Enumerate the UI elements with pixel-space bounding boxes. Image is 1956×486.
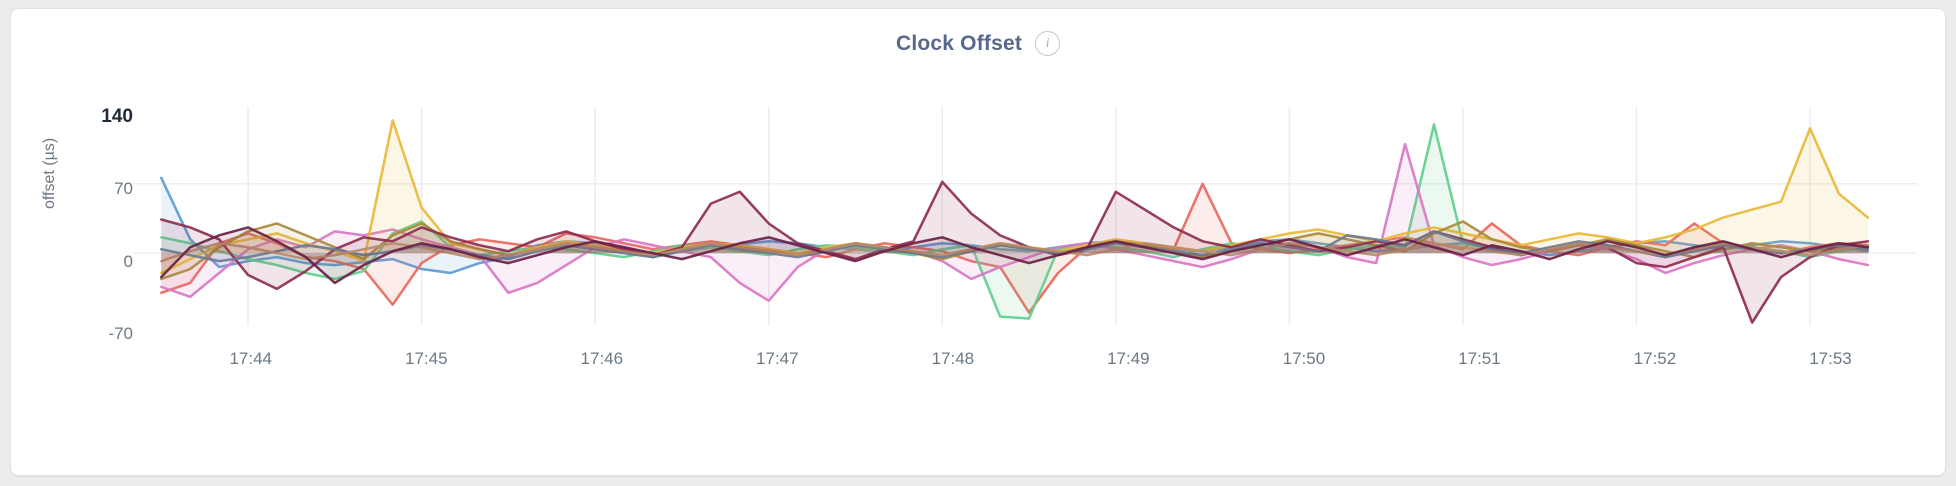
- clock-offset-card: Clock Offset i offset (µs) 140 70 0 -70 17:…: [10, 8, 1946, 476]
- x-tick-label: 17:49: [1107, 349, 1150, 368]
- series-area: [161, 181, 1868, 323]
- x-tick-label: 17:48: [931, 349, 975, 368]
- info-icon[interactable]: i: [1035, 31, 1061, 56]
- x-tick-label: 17:45: [405, 349, 448, 368]
- x-tick-label: 17:53: [1809, 349, 1852, 368]
- y-tick-label: 0: [123, 251, 133, 271]
- y-tick-label: 140: [101, 106, 133, 127]
- series-line: [160, 226, 1870, 285]
- y-tick-label: -70: [108, 324, 133, 343]
- series-peer-9: [160, 242, 1870, 263]
- page-title: Clock Offset: [895, 31, 1023, 55]
- series-area: [161, 227, 1868, 283]
- card-header: Clock Offset i: [11, 31, 1945, 56]
- x-tick-label: 17:52: [1633, 349, 1677, 368]
- x-tick-label: 17:47: [756, 349, 799, 368]
- series-peer-4: [160, 142, 1870, 302]
- series-area: [161, 231, 1868, 262]
- x-tick-label: 17:44: [229, 349, 273, 368]
- series-area: [161, 221, 1868, 279]
- series-area: [161, 124, 1868, 319]
- chart-plot-area: offset (µs) 140 70 0 -70 17:44 17:45 17:46 17:…: [11, 9, 1945, 475]
- clock-offset-线: [133, 106, 1918, 326]
- series-line: [160, 142, 1870, 302]
- series-area: [161, 243, 1868, 262]
- x-tick-label: 17:50: [1282, 349, 1326, 368]
- series-line: [160, 242, 1870, 263]
- y-tick-label: 70: [114, 179, 133, 199]
- x-tick-label: 17:51: [1458, 349, 1501, 368]
- series-peer-10: [160, 226, 1870, 285]
- x-tick-label: 17:46: [580, 349, 624, 368]
- series-line: [160, 176, 1870, 275]
